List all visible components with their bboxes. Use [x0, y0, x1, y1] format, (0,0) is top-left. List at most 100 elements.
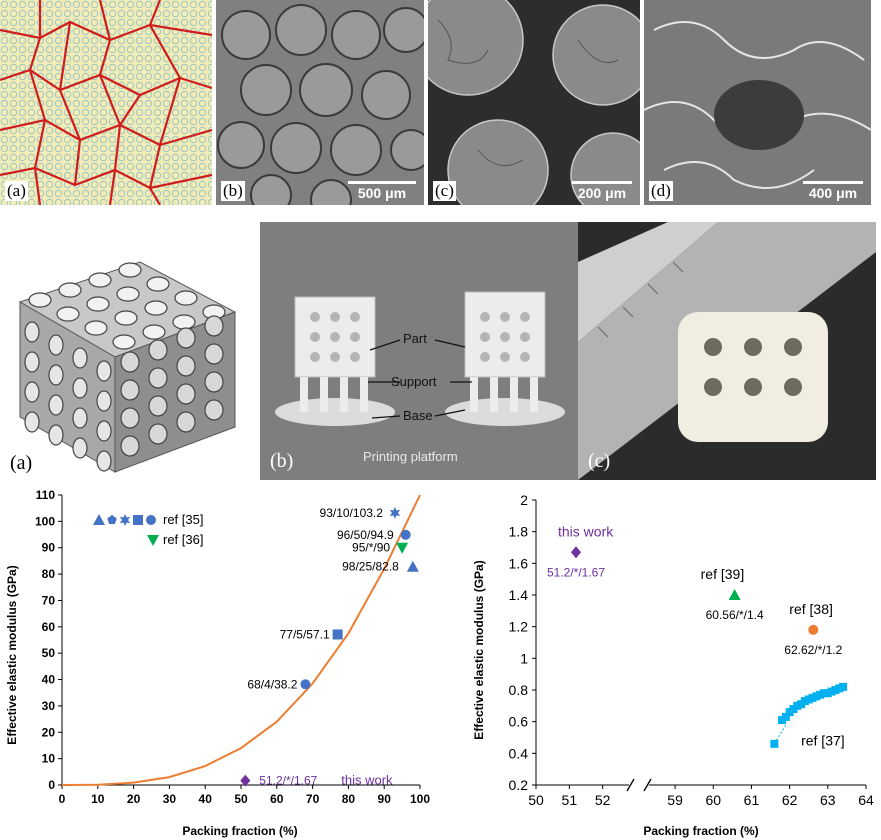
annotation-part: Part	[403, 331, 427, 346]
legend-marker-circle	[146, 515, 156, 525]
lattice-node	[148, 339, 168, 361]
chart-modulus-vs-packing: Effective elastic modulus (GPa) Packing …	[5, 488, 430, 838]
series-name: ref [37]	[801, 733, 845, 749]
lattice-node	[120, 435, 140, 457]
lattice-node	[114, 310, 138, 326]
panel-tag: (b)	[270, 450, 294, 472]
chart2-xlabel: Packing fraction (%)	[643, 824, 758, 838]
fit-curve	[61, 494, 421, 786]
data-point	[406, 560, 419, 572]
annotation-base: Base	[403, 408, 433, 423]
ref37-point	[839, 682, 848, 691]
y-tick-label: 110	[36, 488, 56, 502]
lattice-node	[176, 327, 196, 349]
lattice-node	[204, 343, 224, 365]
panel-tag: (a)	[10, 452, 33, 474]
data-point	[332, 629, 343, 640]
lattice-node	[176, 383, 196, 405]
lattice-node	[204, 399, 224, 421]
data-label: 68/4/38.2	[247, 677, 297, 691]
x-tick-label: 30	[163, 792, 177, 806]
x-tick-label: 100	[410, 792, 430, 806]
fracture-network-image	[0, 0, 212, 205]
lattice-node	[204, 371, 224, 393]
data-point	[808, 624, 819, 635]
lattice-node	[116, 286, 140, 302]
y-tick-label: 20	[42, 725, 56, 739]
lattice-node	[24, 411, 40, 433]
micrograph-panel-d: (d) 400 μm	[644, 0, 871, 205]
lattice-node	[86, 296, 110, 312]
lattice-render-panel: (a)	[0, 222, 250, 480]
lattice-node	[24, 321, 40, 343]
series-name: ref [38]	[789, 601, 833, 617]
data-label: 96/50/94.9	[337, 528, 394, 542]
chart1-ylabel: Effective elastic modulus (GPa)	[5, 565, 19, 744]
ruler-cube-image	[578, 222, 876, 480]
x-tick-label: 62	[782, 792, 798, 808]
lattice-node	[148, 395, 168, 417]
y-tick-label: 2	[520, 492, 528, 508]
lattice-node	[56, 306, 80, 322]
printed-parts-photo: Part Support Base Printing platform (b)	[260, 222, 578, 480]
lattice-node	[48, 424, 64, 446]
annotation-platform: Printing platform	[363, 449, 458, 464]
lattice-node	[120, 407, 140, 429]
x-tick-label: 40	[199, 792, 213, 806]
y-tick-label: 80	[42, 567, 56, 581]
y-tick-label: 30	[42, 699, 56, 713]
lattice-node	[96, 390, 112, 412]
sem-image	[644, 0, 871, 205]
legend-marker-pentagon	[107, 515, 117, 525]
lattice-node	[48, 364, 64, 386]
data-point	[396, 542, 409, 554]
x-tick-label: 60	[270, 792, 284, 806]
y-tick-label: 0	[48, 778, 55, 792]
lattice-node	[88, 272, 112, 288]
this-work-annotation: this work	[341, 773, 393, 788]
lattice-node	[48, 394, 64, 416]
lattice-node	[72, 437, 88, 459]
data-point	[300, 679, 311, 690]
printed-parts-image	[260, 222, 578, 480]
y-tick-label: 50	[42, 646, 56, 660]
micrograph-panel-b: (b) 500 μm	[216, 0, 424, 205]
lattice-node	[172, 314, 196, 330]
panel-tag: (c)	[588, 450, 611, 472]
y-tick-label: 90	[42, 541, 56, 555]
lattice-node	[142, 324, 166, 340]
svg-text:Effective elastic modulus (GPa: Effective elastic modulus (GPa)	[5, 565, 19, 744]
lattice-node	[146, 276, 170, 292]
lattice-node	[120, 379, 140, 401]
y-tick-label: 0.6	[509, 714, 529, 730]
x-tick-label: 20	[127, 792, 141, 806]
panel-tag: (c)	[433, 181, 456, 201]
lattice-node	[72, 377, 88, 399]
y-tick-label: 1.8	[509, 524, 529, 540]
legend-marker-square	[133, 515, 143, 525]
data-point	[728, 589, 741, 600]
annotation-support: Support	[391, 374, 437, 389]
x-tick-label: 50	[234, 792, 248, 806]
y-tick-label: 10	[42, 752, 56, 766]
data-label: 62.62/*/1.2	[784, 643, 842, 657]
x-tick-label: 10	[91, 792, 105, 806]
x-tick-label: 70	[306, 792, 320, 806]
x-tick-label: 60	[705, 792, 721, 808]
x-tick-label: 64	[858, 792, 874, 808]
lattice-node	[48, 334, 64, 356]
chart1-xlabel: Packing fraction (%)	[182, 824, 297, 838]
lattice-node	[28, 292, 52, 308]
scale-bar: 200 μm	[572, 181, 632, 201]
x-tick-label: 52	[595, 792, 611, 808]
lattice-node	[96, 450, 112, 472]
lattice-node	[120, 351, 140, 373]
x-tick-label: 80	[342, 792, 356, 806]
series-name: ref [39]	[701, 566, 745, 582]
sem-image	[217, 4, 424, 205]
scale-bar: 400 μm	[803, 181, 863, 201]
lattice-node	[176, 411, 196, 433]
legend-marker-triangle	[93, 514, 105, 525]
y-tick-label: 0.2	[509, 777, 529, 793]
series-name: this work	[558, 523, 614, 539]
